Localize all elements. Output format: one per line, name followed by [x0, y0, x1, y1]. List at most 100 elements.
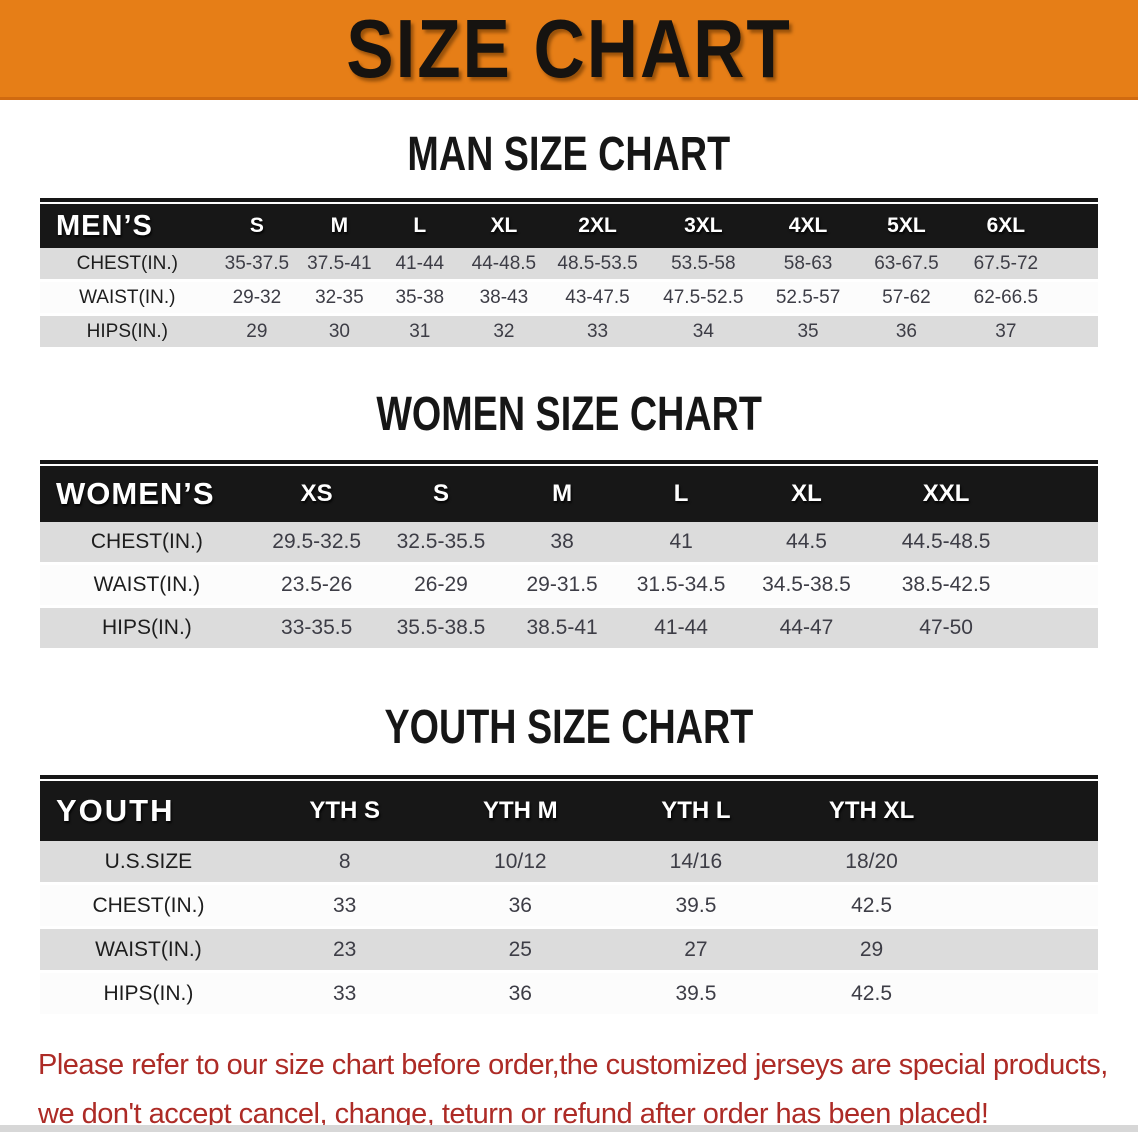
table-cell: 23: [256, 927, 433, 973]
column-header: XXL: [872, 466, 1020, 522]
row-label: HIPS(IN.): [40, 314, 215, 350]
column-header: 3XL: [647, 204, 760, 248]
table-cell: 58-63: [759, 248, 857, 282]
table-row: WAIST(IN.) 29-32 32-35 35-38 38-43 43-47…: [40, 280, 1098, 316]
table-row: HIPS(IN.) 33 36 39.5 42.5: [40, 971, 1098, 1017]
table-cell: 33: [256, 883, 433, 929]
row-label: WAIST(IN.): [40, 563, 254, 608]
table-cell: 44-47: [740, 606, 873, 651]
table-cell: 44-48.5: [460, 248, 548, 282]
table-cell: 29.5-32.5: [253, 522, 380, 565]
table-cell: 36: [432, 971, 609, 1017]
table-cell: 48.5-53.5: [547, 248, 648, 282]
column-header: L: [621, 466, 741, 522]
table-cell: 38.5-41: [502, 606, 622, 651]
table-cell: 27: [608, 927, 784, 973]
table-row: CHEST(IN.) 33 36 39.5 42.5: [40, 883, 1098, 929]
table-cell: 33: [256, 971, 433, 1017]
youth-section-title: YOUTH SIZE CHART: [0, 698, 1138, 754]
table-cell: 29: [214, 314, 300, 350]
cell-spacer: [959, 927, 1098, 973]
table-cell: 39.5: [608, 883, 784, 929]
table-cell: 41-44: [379, 248, 460, 282]
column-header: 2XL: [547, 204, 648, 248]
table-cell: 32-35: [299, 280, 380, 316]
column-header: YTH XL: [783, 781, 960, 841]
table-cell: 44.5: [740, 522, 873, 565]
column-header: S: [214, 204, 300, 248]
row-label: CHEST(IN.): [40, 883, 257, 929]
youth-section-title-text: YOUTH SIZE CHART: [384, 698, 754, 754]
womens-header-label: WOMEN’S: [40, 466, 254, 522]
table-cell: 67.5-72: [956, 248, 1056, 282]
row-label: CHEST(IN.): [40, 522, 254, 565]
table-cell: 38.5-42.5: [872, 563, 1020, 608]
column-header: M: [299, 204, 380, 248]
row-label: HIPS(IN.): [40, 971, 257, 1017]
cell-spacer: [1019, 606, 1098, 651]
table-cell: 30: [299, 314, 380, 350]
table-cell: 10/12: [432, 841, 609, 885]
cell-spacer: [1055, 314, 1098, 350]
table-cell: 29-32: [214, 280, 300, 316]
cell-spacer: [1055, 248, 1098, 282]
column-header: 6XL: [956, 204, 1056, 248]
youth-header-label: YOUTH: [40, 781, 257, 841]
mens-size-table: MEN’S S M L XL 2XL 3XL 4XL 5XL 6XL CHEST…: [40, 204, 1098, 350]
table-cell: 33: [547, 314, 648, 350]
table-cell: 52.5-57: [759, 280, 857, 316]
youth-header-row: YOUTH YTH S YTH M YTH L YTH XL: [40, 781, 1098, 841]
womens-size-table: WOMEN’S XS S M L XL XXL CHEST(IN.) 29.5-…: [40, 466, 1098, 651]
table-row: WAIST(IN.) 23 25 27 29: [40, 927, 1098, 973]
row-label: WAIST(IN.): [40, 927, 257, 973]
table-cell: 36: [856, 314, 957, 350]
mens-header-label: MEN’S: [40, 204, 215, 248]
table-cell: 31: [379, 314, 460, 350]
men-section-title: MAN SIZE CHART: [0, 125, 1138, 181]
mens-header-row: MEN’S S M L XL 2XL 3XL 4XL 5XL 6XL: [40, 204, 1098, 248]
size-chart-banner: SIZE CHART: [0, 0, 1138, 100]
table-cell: 29: [783, 927, 960, 973]
table-row: CHEST(IN.) 29.5-32.5 32.5-35.5 38 41 44.…: [40, 522, 1098, 565]
table-cell: 37.5-41: [299, 248, 380, 282]
table-cell: 14/16: [608, 841, 784, 885]
table-cell: 57-62: [856, 280, 957, 316]
men-section-title-text: MAN SIZE CHART: [407, 125, 731, 181]
column-header: XL: [460, 204, 548, 248]
table-cell: 35: [759, 314, 857, 350]
table-cell: 23.5-26: [253, 563, 380, 608]
table-cell: 33-35.5: [253, 606, 380, 651]
column-header: M: [502, 466, 622, 522]
column-header: XS: [253, 466, 380, 522]
cell-spacer: [1019, 522, 1098, 565]
table-cell: 35-37.5: [214, 248, 300, 282]
youth-table-wrap: YOUTH YTH S YTH M YTH L YTH XL U.S.SIZE …: [40, 775, 1098, 1017]
table-cell: 34: [647, 314, 760, 350]
table-cell: 34.5-38.5: [740, 563, 873, 608]
row-label: U.S.SIZE: [40, 841, 257, 885]
column-header: YTH S: [256, 781, 433, 841]
table-cell: 47.5-52.5: [647, 280, 760, 316]
row-label: HIPS(IN.): [40, 606, 254, 651]
column-header: S: [379, 466, 503, 522]
table-cell: 35-38: [379, 280, 460, 316]
column-header: 5XL: [856, 204, 957, 248]
women-section-title-text: WOMEN SIZE CHART: [376, 385, 762, 441]
mens-table-wrap: MEN’S S M L XL 2XL 3XL 4XL 5XL 6XL CHEST…: [40, 198, 1098, 350]
order-policy-line-2: we don't accept cancel, change, teturn o…: [38, 1098, 989, 1130]
table-row: HIPS(IN.) 33-35.5 35.5-38.5 38.5-41 41-4…: [40, 606, 1098, 651]
cell-spacer: [959, 971, 1098, 1017]
table-cell: 31.5-34.5: [621, 563, 741, 608]
cell-spacer: [959, 841, 1098, 885]
banner-title: SIZE CHART: [346, 2, 792, 95]
order-policy-line-1: Please refer to our size chart before or…: [38, 1049, 1108, 1081]
header-spacer: [1019, 466, 1098, 522]
table-cell: 26-29: [379, 563, 503, 608]
table-cell: 41-44: [621, 606, 741, 651]
bottom-edge-strip: [0, 1125, 1138, 1132]
table-row: U.S.SIZE 8 10/12 14/16 18/20: [40, 841, 1098, 885]
table-cell: 42.5: [783, 971, 960, 1017]
header-spacer: [959, 781, 1098, 841]
women-section-title: WOMEN SIZE CHART: [0, 385, 1138, 441]
table-cell: 38-43: [460, 280, 548, 316]
